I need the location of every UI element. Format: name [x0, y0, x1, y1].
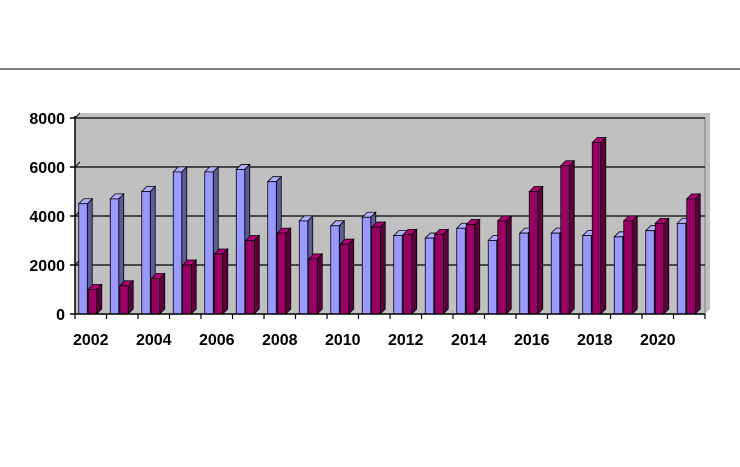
x-tick-label: 2012 [388, 332, 424, 349]
y-tick-label: 8000 [29, 111, 65, 128]
bar-s2-2017 [559, 159, 576, 315]
bar-s2-2005 [181, 259, 198, 315]
y-tick-label: 0 [56, 307, 65, 324]
bar-s2-2018 [591, 136, 607, 315]
bar-s2-2002 [87, 283, 103, 315]
top-divider [0, 68, 740, 70]
x-tick-label: 2016 [514, 332, 550, 349]
bar-s2-2007 [244, 234, 261, 315]
bar-s1-2002 [77, 197, 94, 315]
bar-s2-2006 [213, 248, 229, 315]
x-tick-label: 2008 [262, 332, 298, 349]
bar-s2-2013 [433, 228, 450, 315]
bar-s2-2012 [402, 228, 418, 315]
y-tick-label: 2000 [29, 258, 65, 275]
axes: 0 2000 4000 6000 8000 2002 2004 2006 2008 2010 201… [29, 111, 706, 349]
bar-s2-2009 [307, 252, 324, 315]
y-tick-label: 6000 [29, 160, 65, 177]
bar-s2-2003 [118, 279, 135, 315]
bar-s2-2021 [685, 192, 702, 315]
x-tick-label: 2020 [640, 332, 676, 349]
x-tick-label: 2014 [451, 332, 487, 349]
bar-s2-2019 [622, 214, 639, 315]
bar-s2-2011 [370, 221, 387, 315]
bar-s2-2010 [339, 238, 355, 315]
x-tick-label: 2002 [73, 332, 109, 349]
x-tick-label: 2018 [577, 332, 613, 349]
x-tick-label: 2004 [136, 332, 172, 349]
bars [77, 136, 702, 315]
bar-s2-2015 [496, 214, 513, 315]
x-tick-label: 2006 [199, 332, 235, 349]
gridline-depth [74, 112, 81, 119]
bar-s2-2016 [528, 185, 544, 315]
gridline-depth [74, 161, 81, 168]
x-tick-label: 2010 [325, 332, 361, 349]
bar-s2-2004 [150, 272, 166, 315]
bar-s2-2020 [654, 217, 670, 315]
y-tick-label: 4000 [29, 209, 65, 226]
bar-s2-2014 [465, 218, 481, 315]
bar-s2-2008 [276, 227, 292, 315]
